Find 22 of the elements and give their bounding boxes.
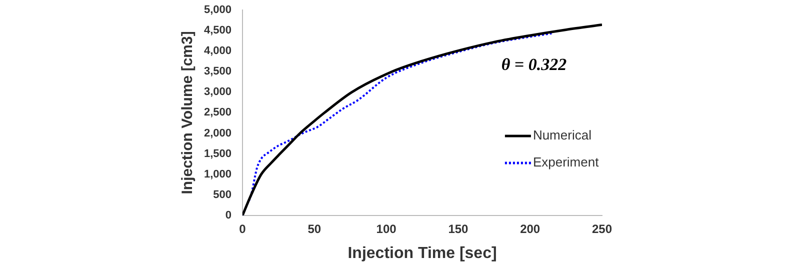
legend-label: Numerical [532, 128, 592, 143]
x-axis-title: Injection Time [sec] [348, 244, 497, 262]
x-tick-label: 200 [520, 222, 540, 236]
legend-label: Experiment [532, 154, 600, 170]
x-tick-label: 50 [308, 222, 322, 236]
y-tick-label: 3,500 [204, 66, 232, 78]
y-tick-label: 0 [225, 209, 232, 222]
x-tick-label: 0 [239, 222, 246, 236]
y-tick-label: 2,500 [204, 106, 232, 119]
y-tick-label: 1,500 [204, 148, 232, 160]
y-tick-label: 500 [213, 188, 232, 201]
annotation: θ = 0.322 [501, 55, 568, 74]
y-tick-label: 1,000 [204, 168, 232, 180]
y-tick-label: 4,500 [204, 24, 232, 37]
y-tick-label: 4,000 [204, 45, 232, 58]
x-tick-label: 150 [448, 222, 469, 236]
y-tick-label: 2,000 [204, 127, 232, 140]
x-tick-label: 100 [376, 222, 397, 236]
y-axis-title: Injection Volume [cm3] [179, 31, 196, 194]
y-tick-label: 5,000 [204, 4, 232, 16]
x-tick-label: 250 [592, 222, 612, 236]
y-tick-label: 3,000 [204, 86, 232, 98]
